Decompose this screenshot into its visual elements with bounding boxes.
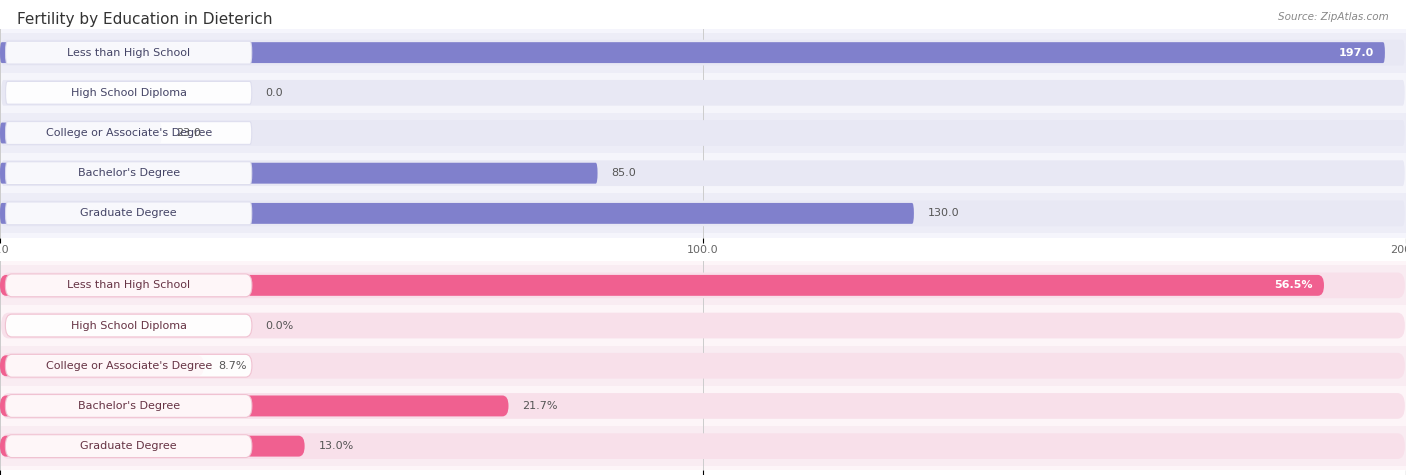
FancyBboxPatch shape <box>1 353 1405 379</box>
Bar <box>0 193 1406 234</box>
Text: Source: ZipAtlas.com: Source: ZipAtlas.com <box>1278 12 1389 22</box>
FancyBboxPatch shape <box>1 40 1405 66</box>
FancyBboxPatch shape <box>0 42 1385 63</box>
Text: Graduate Degree: Graduate Degree <box>80 441 177 451</box>
Bar <box>0 305 1406 346</box>
FancyBboxPatch shape <box>0 123 162 143</box>
Text: 8.7%: 8.7% <box>218 361 246 371</box>
Bar <box>0 265 1406 305</box>
Text: College or Associate's Degree: College or Associate's Degree <box>45 128 212 138</box>
FancyBboxPatch shape <box>6 354 252 377</box>
Bar <box>0 426 1406 466</box>
Text: Bachelor's Degree: Bachelor's Degree <box>77 401 180 411</box>
Text: High School Diploma: High School Diploma <box>70 321 187 331</box>
Text: 23.0: 23.0 <box>176 128 201 138</box>
Text: 21.7%: 21.7% <box>523 401 558 411</box>
Text: Less than High School: Less than High School <box>67 280 190 290</box>
Text: College or Associate's Degree: College or Associate's Degree <box>45 361 212 371</box>
FancyBboxPatch shape <box>6 41 252 64</box>
Text: High School Diploma: High School Diploma <box>70 88 187 98</box>
FancyBboxPatch shape <box>6 122 252 144</box>
Text: 0.0%: 0.0% <box>266 321 294 331</box>
Text: 0.0: 0.0 <box>266 88 284 98</box>
FancyBboxPatch shape <box>1 200 1405 226</box>
FancyBboxPatch shape <box>0 436 305 456</box>
FancyBboxPatch shape <box>0 355 204 376</box>
FancyBboxPatch shape <box>6 314 252 337</box>
Text: 197.0: 197.0 <box>1339 48 1374 57</box>
Bar <box>0 73 1406 113</box>
Text: 13.0%: 13.0% <box>319 441 354 451</box>
Bar <box>0 113 1406 153</box>
FancyBboxPatch shape <box>0 163 598 184</box>
FancyBboxPatch shape <box>0 203 914 224</box>
FancyBboxPatch shape <box>1 313 1405 338</box>
FancyBboxPatch shape <box>6 274 252 297</box>
FancyBboxPatch shape <box>6 202 252 225</box>
Text: Graduate Degree: Graduate Degree <box>80 209 177 218</box>
Text: Fertility by Education in Dieterich: Fertility by Education in Dieterich <box>17 12 273 27</box>
FancyBboxPatch shape <box>0 275 1324 296</box>
Text: 56.5%: 56.5% <box>1274 280 1313 290</box>
Bar <box>0 346 1406 386</box>
Text: Less than High School: Less than High School <box>67 48 190 57</box>
Text: Bachelor's Degree: Bachelor's Degree <box>77 168 180 178</box>
FancyBboxPatch shape <box>1 161 1405 186</box>
Bar <box>0 153 1406 193</box>
Text: 85.0: 85.0 <box>612 168 637 178</box>
FancyBboxPatch shape <box>1 393 1405 419</box>
FancyBboxPatch shape <box>6 162 252 185</box>
FancyBboxPatch shape <box>1 273 1405 298</box>
FancyBboxPatch shape <box>1 80 1405 105</box>
FancyBboxPatch shape <box>6 435 252 457</box>
FancyBboxPatch shape <box>6 81 252 104</box>
FancyBboxPatch shape <box>0 396 509 417</box>
Text: 130.0: 130.0 <box>928 209 959 218</box>
FancyBboxPatch shape <box>1 433 1405 459</box>
Bar <box>0 386 1406 426</box>
FancyBboxPatch shape <box>6 395 252 418</box>
Bar <box>0 32 1406 73</box>
FancyBboxPatch shape <box>1 120 1405 146</box>
